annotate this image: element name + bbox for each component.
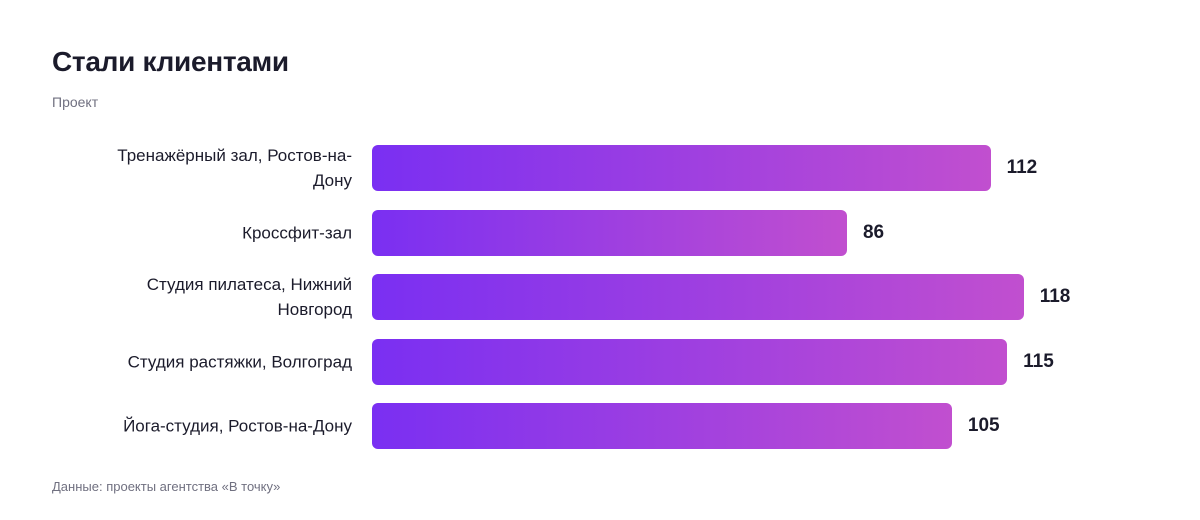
value-label: 86 xyxy=(862,221,885,243)
value-label: 115 xyxy=(1023,350,1054,372)
value-label: 112 xyxy=(1006,157,1038,178)
category-label: Йога-студия, Ростов-на-Дону xyxy=(123,416,352,436)
category-label: Студия растяжки, Волгоград xyxy=(127,352,352,371)
bar xyxy=(372,403,952,449)
category-label: Студия пилатеса, Нижний Новгород xyxy=(146,275,352,319)
bar xyxy=(372,274,1024,320)
bar xyxy=(372,209,847,256)
category-label: Кроссфит-зал xyxy=(242,223,352,242)
bar xyxy=(372,338,1008,385)
chart-title: Стали клиентами xyxy=(52,46,289,77)
value-label: 118 xyxy=(1039,286,1071,307)
axis-label: Проект xyxy=(52,94,99,110)
category-label: Тренажёрный зал, Ростов-на-Дону xyxy=(117,146,352,190)
bar xyxy=(372,145,991,191)
source-note: Данные: проекты агентства «В точку» xyxy=(52,479,281,494)
value-label: 105 xyxy=(967,415,1000,436)
